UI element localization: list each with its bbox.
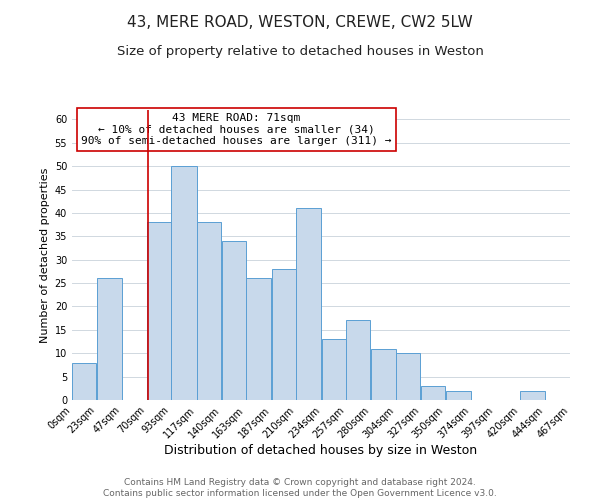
- Bar: [97, 278, 122, 400]
- Bar: [221, 241, 245, 400]
- Bar: [246, 278, 271, 400]
- Bar: [172, 166, 197, 400]
- Y-axis label: Number of detached properties: Number of detached properties: [40, 168, 50, 342]
- Bar: [421, 386, 445, 400]
- Text: 43 MERE ROAD: 71sqm
← 10% of detached houses are smaller (34)
90% of semi-detach: 43 MERE ROAD: 71sqm ← 10% of detached ho…: [81, 113, 392, 146]
- Bar: [520, 390, 545, 400]
- Bar: [397, 353, 421, 400]
- Text: Contains HM Land Registry data © Crown copyright and database right 2024.
Contai: Contains HM Land Registry data © Crown c…: [103, 478, 497, 498]
- Bar: [371, 348, 396, 400]
- Text: 43, MERE ROAD, WESTON, CREWE, CW2 5LW: 43, MERE ROAD, WESTON, CREWE, CW2 5LW: [127, 15, 473, 30]
- Bar: [147, 222, 171, 400]
- Bar: [445, 390, 470, 400]
- Bar: [322, 339, 346, 400]
- Text: Size of property relative to detached houses in Weston: Size of property relative to detached ho…: [116, 45, 484, 58]
- Bar: [72, 362, 96, 400]
- Bar: [197, 222, 221, 400]
- Bar: [272, 269, 296, 400]
- Bar: [296, 208, 321, 400]
- X-axis label: Distribution of detached houses by size in Weston: Distribution of detached houses by size …: [164, 444, 478, 457]
- Bar: [346, 320, 370, 400]
